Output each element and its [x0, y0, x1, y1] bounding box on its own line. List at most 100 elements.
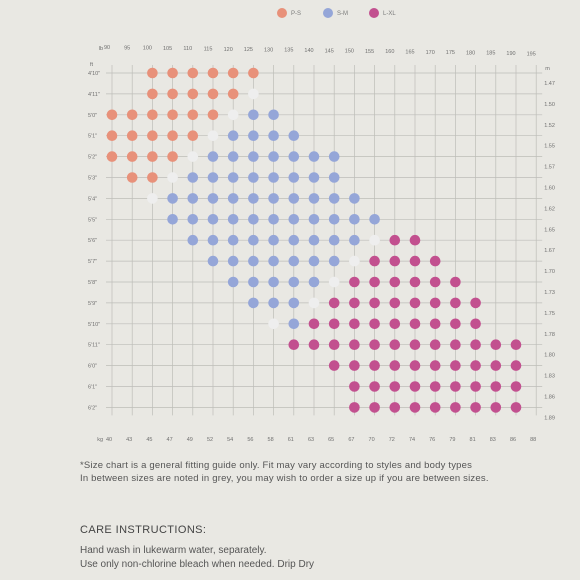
- size-dot: [409, 360, 421, 371]
- y-right-tick-label: 1.73: [544, 290, 555, 296]
- x-top-tick-label: 105: [163, 46, 172, 52]
- size-dot: [470, 360, 481, 371]
- size-dot: [248, 234, 259, 246]
- size-dot: [490, 339, 502, 351]
- size-dot: [227, 130, 239, 141]
- x-top-tick-label: 180: [466, 50, 475, 56]
- size-dot: [429, 255, 441, 267]
- size-dot: [308, 172, 320, 183]
- x-bottom-tick-label: 43: [126, 437, 132, 443]
- y-left-tick-label: 5'10": [88, 322, 100, 328]
- size-dot: [389, 297, 401, 309]
- size-dot: [369, 276, 380, 288]
- size-dot: [227, 255, 239, 267]
- x-bottom-axis-label: kg: [97, 437, 103, 443]
- y-right-tick-label: 1.70: [544, 269, 555, 275]
- x-bottom-tick-label: 72: [389, 437, 395, 443]
- size-dot: [490, 381, 502, 392]
- size-dot: [328, 297, 340, 309]
- x-top-tick-label: 95: [124, 45, 130, 51]
- x-bottom-tick-label: 65: [328, 437, 334, 443]
- size-dot: [409, 318, 421, 330]
- size-dot: [450, 297, 461, 309]
- size-dot: [288, 151, 300, 162]
- size-dot: [227, 214, 239, 225]
- size-dot: [248, 193, 259, 204]
- y-left-tick-label: 4'11": [88, 92, 100, 98]
- size-dot: [207, 234, 219, 246]
- size-dot: [268, 234, 279, 246]
- y-right-tick-label: 1.52: [544, 123, 555, 129]
- x-top-tick-label: 120: [224, 47, 233, 53]
- size-dot: [248, 67, 259, 79]
- x-top-tick-label: 135: [284, 48, 293, 54]
- size-dot: [409, 276, 421, 288]
- size-dot: [147, 172, 158, 183]
- between-sizes-note: In between sizes are noted in grey, you …: [80, 473, 489, 484]
- size-dot: [288, 297, 300, 309]
- size-dot: [126, 151, 138, 162]
- size-dot: [470, 381, 481, 392]
- size-dot: [106, 109, 118, 121]
- size-dot: [369, 214, 380, 225]
- size-dot: [389, 402, 401, 413]
- size-dot: [429, 360, 441, 371]
- size-dot: [268, 318, 279, 330]
- size-dot: [349, 402, 360, 413]
- size-dot: [207, 172, 219, 183]
- size-dot: [389, 360, 401, 371]
- size-dot: [308, 151, 320, 162]
- size-dot: [369, 297, 380, 309]
- size-dot: [126, 130, 138, 141]
- size-dot: [369, 381, 380, 392]
- size-dot: [429, 318, 441, 330]
- size-dot: [167, 214, 178, 225]
- x-top-tick-label: 155: [365, 49, 374, 55]
- size-dot: [429, 339, 441, 351]
- y-right-tick-label: 1.57: [544, 165, 555, 171]
- size-dot: [126, 172, 138, 183]
- size-dot: [227, 151, 239, 162]
- size-dot: [510, 360, 522, 371]
- size-dot: [328, 318, 340, 330]
- size-dot: [389, 255, 401, 267]
- y-right-tick-label: 1.75: [544, 311, 555, 317]
- size-dot: [308, 297, 320, 309]
- y-left-axis-label: ft: [90, 62, 94, 68]
- size-dot: [369, 360, 380, 371]
- x-bottom-tick-label: 49: [187, 437, 193, 443]
- y-right-tick-label: 1.89: [544, 415, 555, 421]
- y-left-tick-label: 5'2": [88, 155, 97, 161]
- size-dot: [450, 318, 461, 330]
- size-dot: [288, 172, 300, 183]
- size-dot: [369, 234, 380, 246]
- size-dot: [106, 151, 118, 162]
- size-dot: [268, 255, 279, 267]
- size-dot: [349, 318, 360, 330]
- x-top-tick-label: 145: [325, 48, 334, 54]
- size-dot: [349, 276, 360, 288]
- size-dot: [248, 276, 259, 288]
- x-top-tick-label: 150: [345, 49, 354, 55]
- x-bottom-tick-label: 40: [106, 437, 112, 443]
- size-dot: [409, 297, 421, 309]
- size-dot: [227, 88, 239, 100]
- size-dot: [328, 234, 340, 246]
- x-bottom-tick-label: 83: [490, 437, 496, 443]
- size-dot: [450, 360, 461, 371]
- size-dot: [207, 130, 219, 141]
- y-left-tick-label: 5'0": [88, 113, 97, 119]
- size-dot: [167, 109, 178, 121]
- size-dot: [349, 360, 360, 371]
- legend-swatch: [277, 8, 287, 18]
- size-dot: [288, 193, 300, 204]
- size-dot: [308, 339, 320, 351]
- size-dot: [308, 255, 320, 267]
- x-bottom-tick-label: 52: [207, 437, 213, 443]
- y-right-axis-label: m: [545, 66, 550, 72]
- size-dot: [328, 193, 340, 204]
- y-left-tick-label: 5'5": [88, 217, 97, 223]
- size-dot: [470, 297, 481, 309]
- size-dot: [369, 339, 380, 351]
- x-top-tick-label: 140: [304, 48, 313, 54]
